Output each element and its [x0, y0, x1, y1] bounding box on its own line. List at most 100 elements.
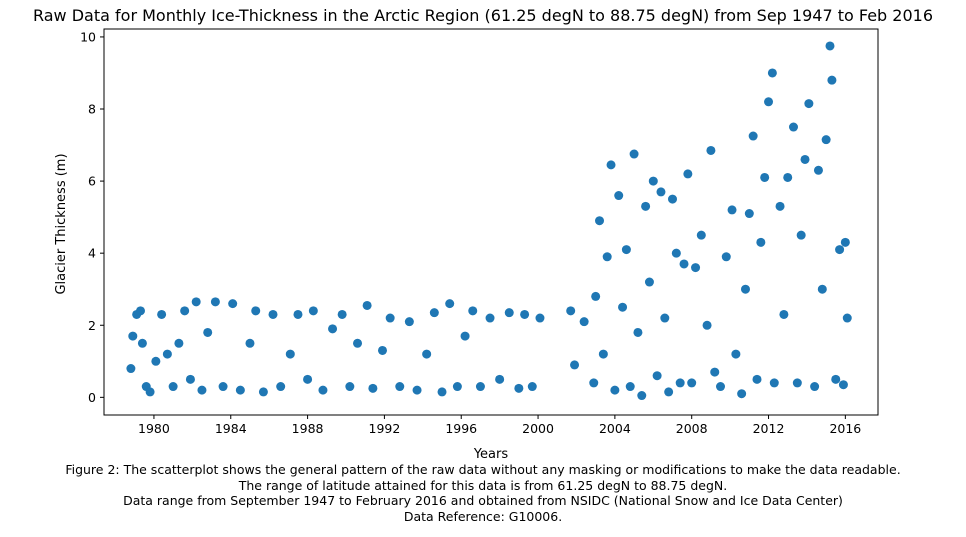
y-tick-label: 4 [88, 246, 96, 261]
data-point [566, 306, 576, 316]
data-point [180, 306, 190, 316]
data-point [258, 387, 268, 397]
data-point [840, 237, 850, 247]
x-tick-label: 2004 [599, 421, 631, 436]
data-point [452, 382, 462, 392]
data-point [157, 309, 167, 319]
data-point [485, 313, 495, 323]
y-tick-label: 2 [88, 318, 96, 333]
data-point [276, 382, 286, 392]
data-point [595, 216, 605, 226]
data-point [731, 349, 741, 359]
data-point [767, 68, 777, 78]
y-tick-label: 0 [88, 390, 96, 405]
data-point [775, 201, 785, 211]
data-point [328, 324, 338, 334]
data-point [769, 378, 779, 388]
data-point [748, 131, 758, 141]
data-point [128, 331, 138, 341]
data-point [404, 317, 414, 327]
data-point [679, 259, 689, 269]
data-point [606, 160, 616, 170]
data-point [395, 382, 405, 392]
caption-line: The range of latitude attained for this … [238, 477, 728, 493]
data-point [412, 385, 422, 395]
data-point [151, 356, 161, 366]
data-point [727, 205, 737, 215]
data-point [345, 382, 355, 392]
data-point [445, 299, 455, 309]
data-point [210, 297, 220, 307]
data-point [589, 378, 599, 388]
data-point [495, 374, 505, 384]
data-point [788, 122, 798, 132]
data-point [760, 172, 770, 182]
data-point [621, 245, 631, 255]
data-point [668, 194, 677, 204]
data-point [385, 313, 395, 323]
data-point [737, 389, 747, 399]
data-point [422, 349, 432, 359]
data-point [126, 364, 136, 374]
data-point [625, 382, 635, 392]
data-point [656, 187, 666, 197]
data-point [145, 387, 155, 397]
data-point [162, 349, 172, 359]
data-point [203, 327, 213, 337]
data-point [817, 284, 827, 294]
data-point [293, 309, 303, 319]
data-point [706, 145, 716, 155]
data-point [174, 338, 184, 348]
scatter-plot: 1980 1984 1988 1992 1996 2000 2004 2008 2012 2016… [54, 28, 879, 462]
figure-caption: Figure 2: The scatterplot shows the gene… [0, 462, 966, 524]
data-point [804, 99, 814, 109]
data-point [514, 383, 524, 393]
data-point [308, 306, 318, 316]
data-point [756, 237, 766, 247]
data-point [437, 387, 447, 397]
caption-line: Data range from September 1947 to Februa… [123, 493, 843, 508]
y-axis-label: Glacier Thickness (m) [54, 153, 69, 294]
data-point [429, 308, 439, 318]
data-point [475, 382, 485, 392]
x-axis-label: Years [473, 447, 509, 462]
data-point [683, 169, 693, 179]
data-point [570, 360, 580, 370]
data-point [810, 382, 820, 392]
data-point [468, 306, 478, 316]
data-point [535, 313, 545, 323]
data-point [285, 349, 295, 359]
data-point [652, 371, 662, 381]
data-point [675, 378, 685, 388]
data-point [353, 338, 363, 348]
data-point [618, 302, 628, 312]
x-tick-label: 1996 [445, 421, 477, 436]
x-tick-label: 1992 [369, 421, 401, 436]
data-point [137, 338, 147, 348]
data-point [827, 75, 837, 85]
data-point [702, 320, 712, 330]
data-point [838, 380, 848, 390]
data-point [800, 154, 810, 164]
x-tick-label: 2016 [829, 421, 861, 436]
data-point [842, 313, 852, 323]
data-point [218, 382, 228, 392]
data-point [368, 383, 378, 393]
x-tick-label: 1984 [215, 421, 247, 436]
x-tick-label: 2012 [753, 421, 785, 436]
data-point [303, 374, 313, 384]
x-tick-label: 2000 [522, 421, 554, 436]
y-tick-label: 6 [88, 174, 96, 189]
data-point [527, 382, 537, 392]
data-point [235, 385, 245, 395]
data-point [813, 165, 823, 175]
data-point [691, 263, 701, 273]
data-point [671, 248, 681, 258]
caption-line: Data Reference: G10006. [403, 508, 563, 524]
data-point [268, 309, 278, 319]
data-point [825, 41, 835, 51]
data-point [744, 209, 754, 219]
data-point [633, 327, 643, 337]
y-axis: 0 2 4 6 8 10 [80, 29, 104, 405]
data-point [821, 135, 831, 145]
